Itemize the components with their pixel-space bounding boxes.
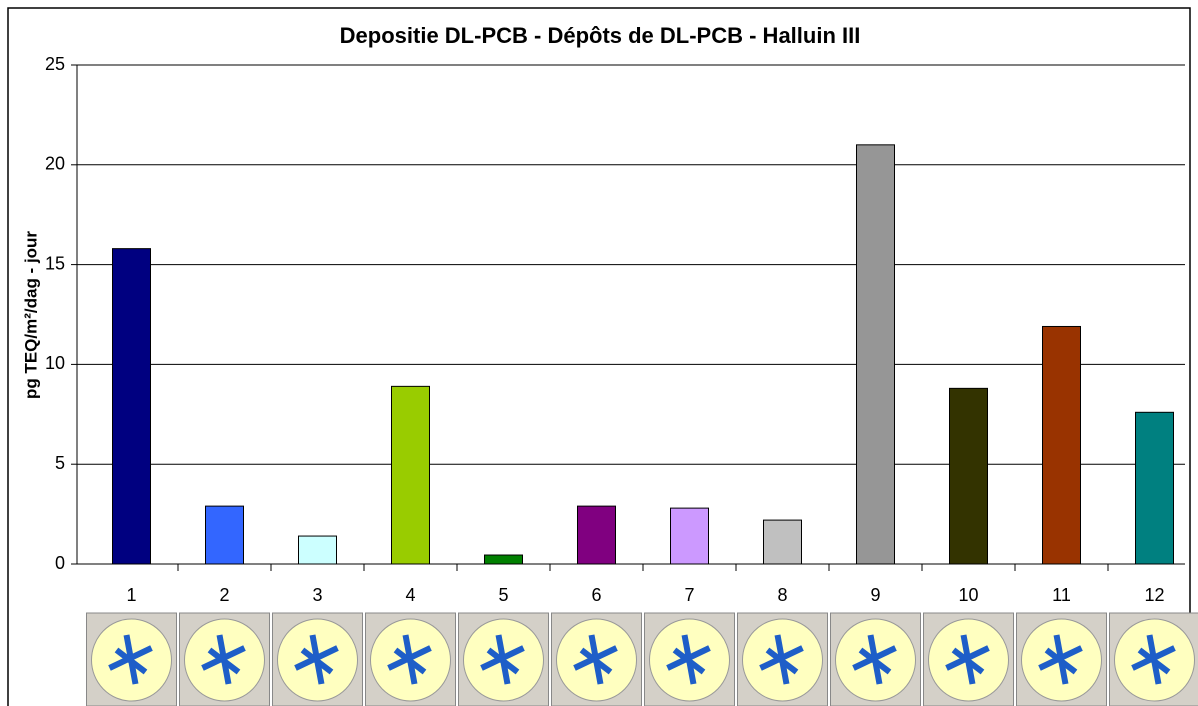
x-tick-label: 7 xyxy=(684,585,694,605)
bar xyxy=(485,555,523,564)
x-tick-label: 8 xyxy=(777,585,787,605)
bar xyxy=(578,506,616,564)
chart-title: Depositie DL-PCB - Dépôts de DL-PCB - Ha… xyxy=(340,23,861,48)
bar xyxy=(950,388,988,564)
bar xyxy=(392,386,430,564)
x-tick-label: 12 xyxy=(1144,585,1164,605)
bar xyxy=(671,508,709,564)
x-tick-label: 11 xyxy=(1052,585,1071,605)
y-tick-label: 20 xyxy=(45,154,65,174)
x-tick-label: 10 xyxy=(958,585,978,605)
x-tick-label: 6 xyxy=(591,585,601,605)
y-axis-label: pg TEQ/m²/dag - jour xyxy=(21,231,40,399)
x-tick-label: 9 xyxy=(870,585,880,605)
y-tick-label: 5 xyxy=(55,453,65,473)
y-tick-label: 15 xyxy=(45,253,65,273)
bar xyxy=(1136,412,1174,564)
bar xyxy=(206,506,244,564)
y-tick-label: 25 xyxy=(45,54,65,74)
y-tick-label: 0 xyxy=(55,553,65,573)
y-tick-label: 10 xyxy=(45,353,65,373)
bar xyxy=(299,536,337,564)
x-tick-label: 1 xyxy=(126,585,136,605)
x-tick-label: 5 xyxy=(498,585,508,605)
bar xyxy=(113,249,151,564)
wind-rose-strip xyxy=(87,613,1198,706)
x-tick-label: 4 xyxy=(405,585,415,605)
x-tick-label: 3 xyxy=(312,585,322,605)
bar xyxy=(857,145,895,564)
bar xyxy=(1043,326,1081,564)
x-tick-label: 2 xyxy=(219,585,229,605)
bar xyxy=(764,520,802,564)
chart: Depositie DL-PCB - Dépôts de DL-PCB - Ha… xyxy=(0,0,1198,706)
